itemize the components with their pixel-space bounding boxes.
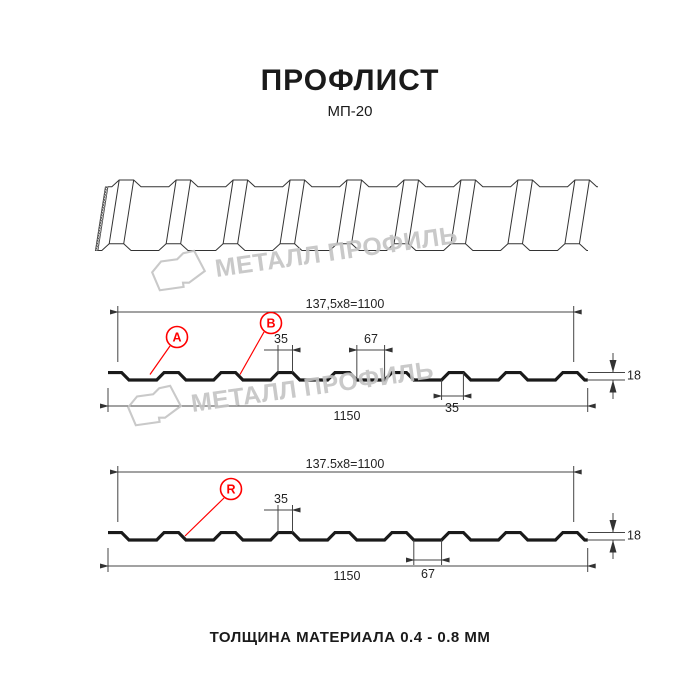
svg-text:67: 67: [364, 332, 378, 346]
svg-text:18: 18: [627, 529, 641, 543]
svg-text:1150: 1150: [334, 409, 361, 423]
svg-text:35: 35: [445, 401, 459, 415]
svg-text:18: 18: [627, 369, 641, 383]
svg-text:137,5x8=1100: 137,5x8=1100: [306, 297, 385, 311]
svg-text:МП-20: МП-20: [328, 103, 373, 120]
svg-text:B: B: [266, 317, 275, 331]
svg-text:R: R: [226, 483, 235, 497]
svg-text:1150: 1150: [334, 569, 361, 583]
svg-text:ТОЛЩИНА МАТЕРИАЛА 0.4 - 0.8 ММ: ТОЛЩИНА МАТЕРИАЛА 0.4 - 0.8 ММ: [210, 629, 491, 646]
svg-text:137.5x8=1100: 137.5x8=1100: [306, 457, 385, 471]
svg-text:ПРОФЛИСТ: ПРОФЛИСТ: [261, 64, 440, 97]
svg-text:67: 67: [421, 567, 435, 581]
svg-text:35: 35: [274, 492, 288, 506]
svg-text:35: 35: [274, 332, 288, 346]
svg-text:A: A: [172, 331, 181, 345]
